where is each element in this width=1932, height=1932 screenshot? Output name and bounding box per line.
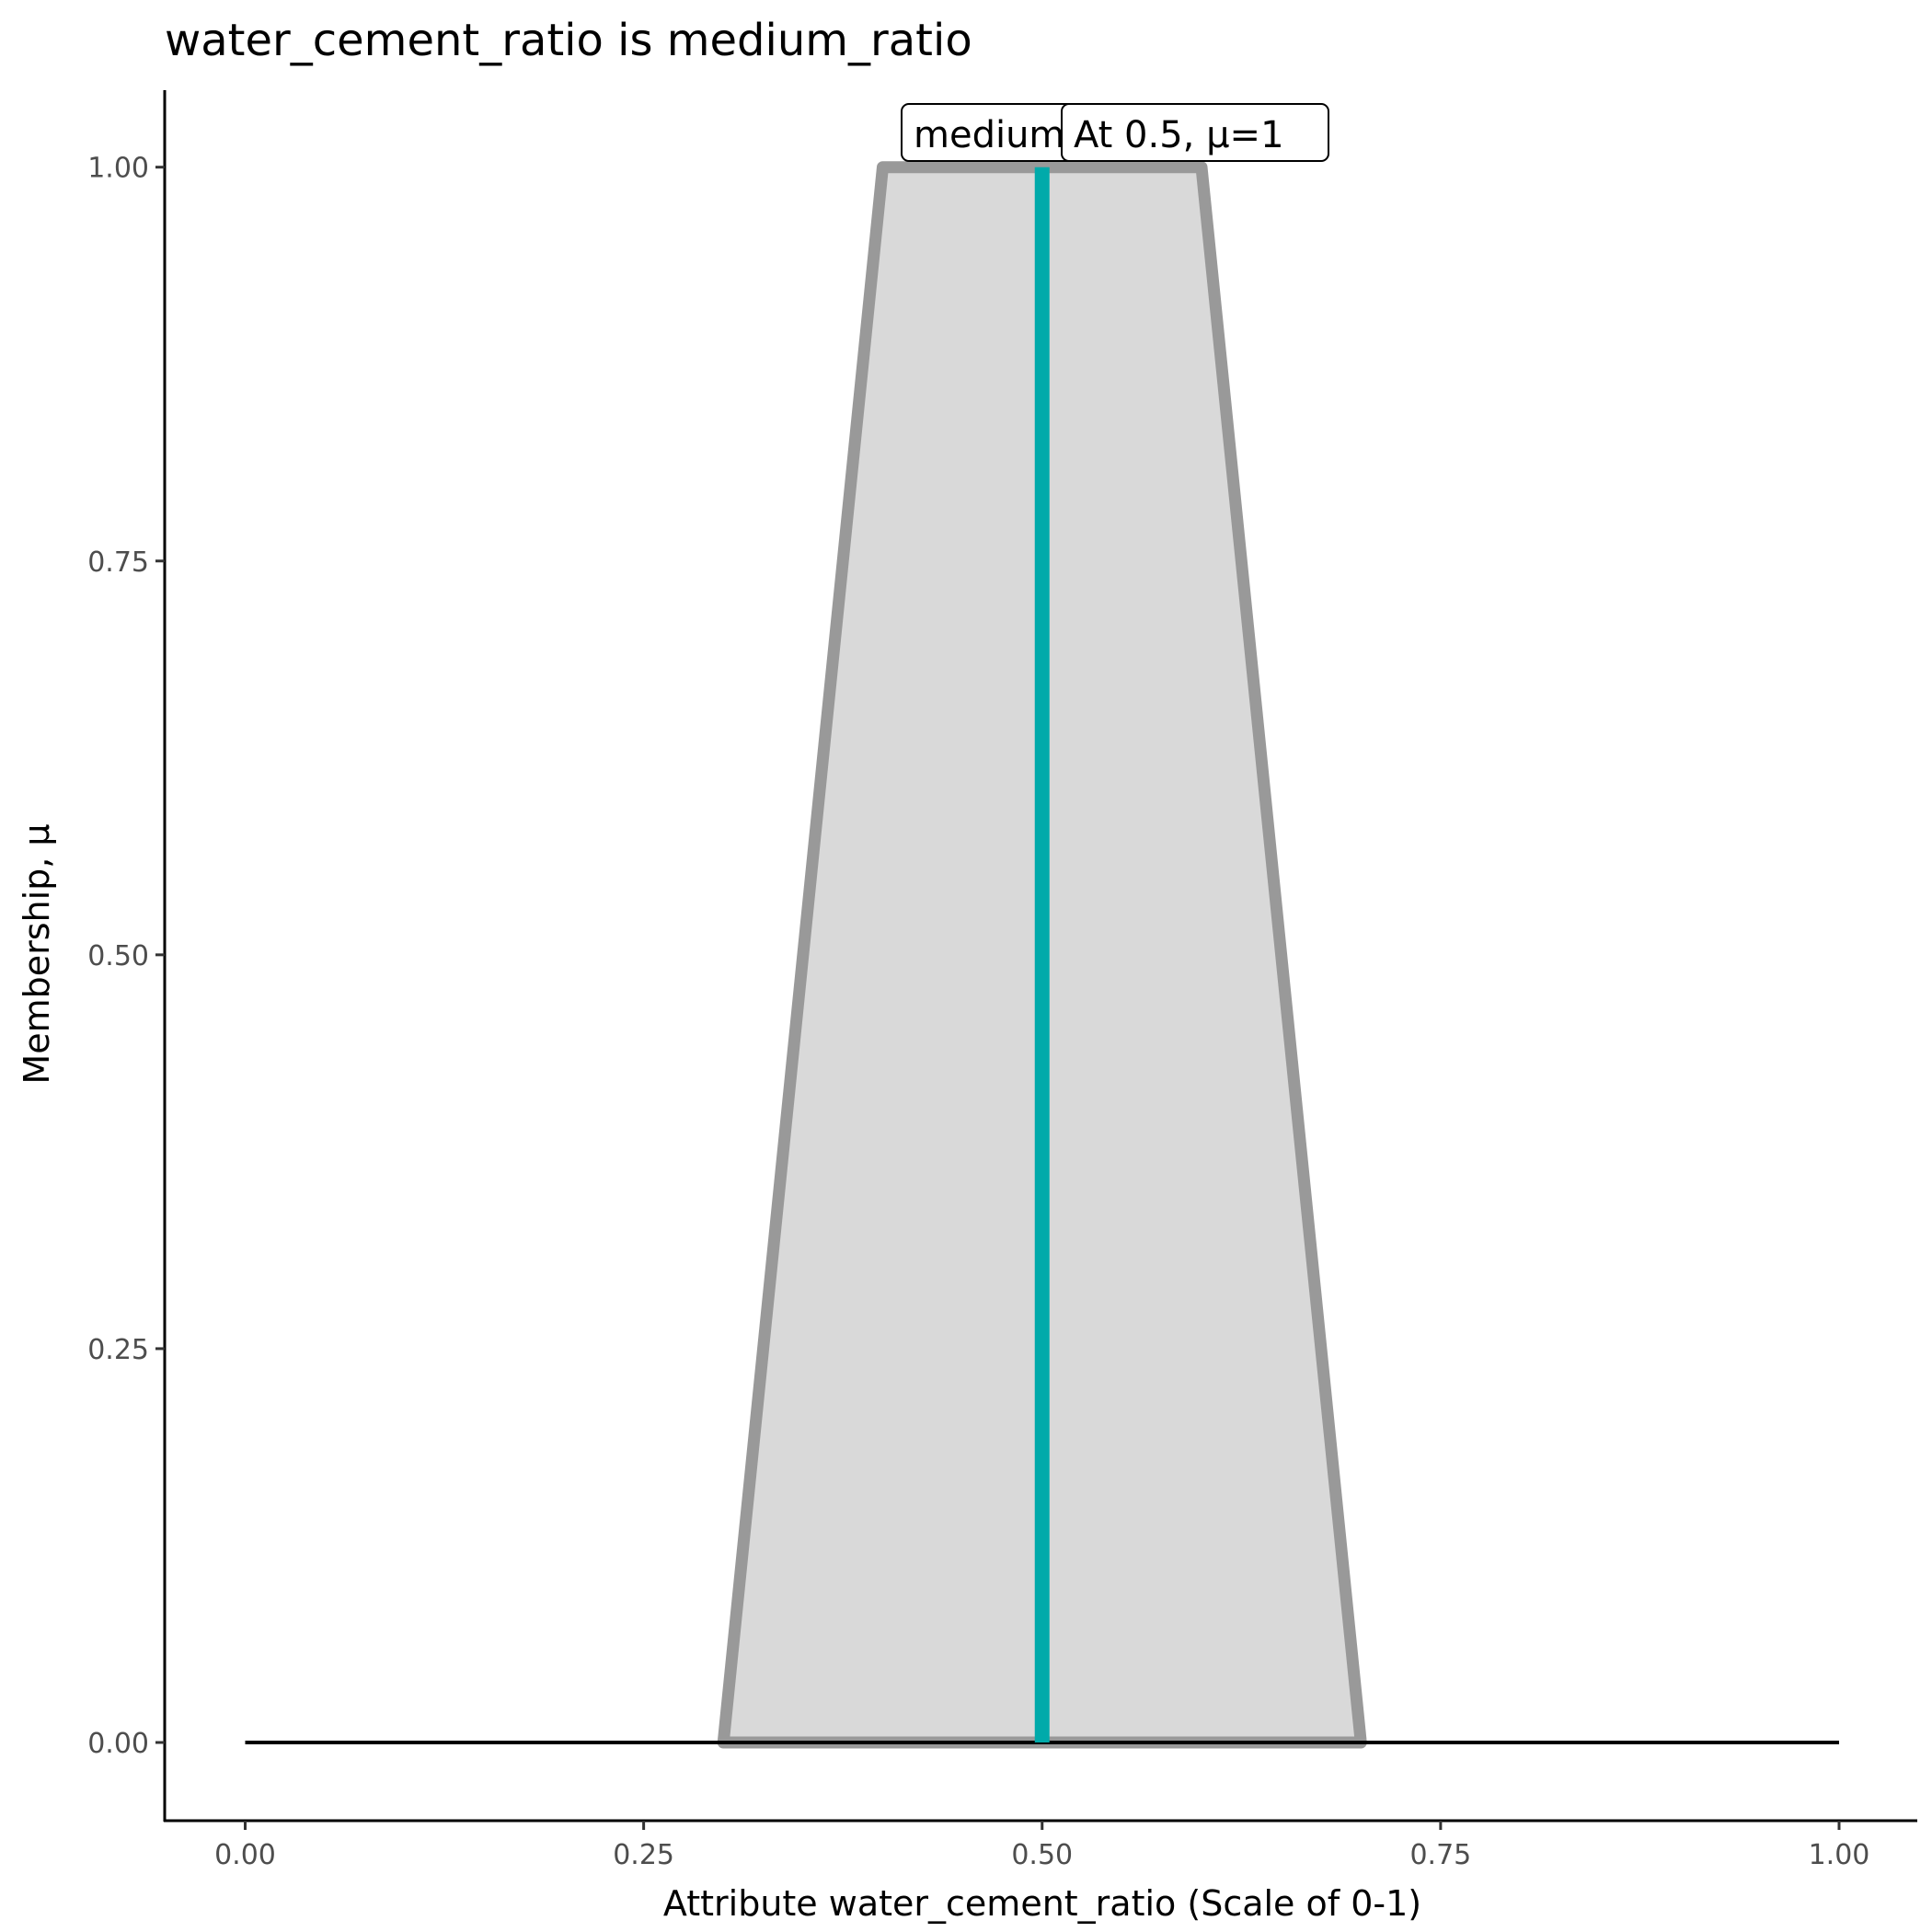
label-box (1061, 103, 1329, 162)
chart-title: water_cement_ratio is medium_ratio (165, 15, 972, 66)
plot-marks: medium At 0.5, μ=1 (245, 103, 1839, 1749)
y-axis-title: Membership, μ (17, 823, 57, 1084)
x-axis-title: Attribute water_cement_ratio (Scale of 0… (663, 1883, 1421, 1924)
label-text: At 0.5, μ=1 (1074, 114, 1284, 156)
y-tick-label: 0.50 (87, 940, 149, 972)
x-tick-label: 0.50 (1011, 1839, 1073, 1871)
x-tick-label: 0.25 (613, 1839, 674, 1871)
label-text: medium (914, 114, 1064, 156)
x-tick-label: 1.00 (1809, 1839, 1870, 1871)
data-label: At 0.5, μ=1 (1061, 103, 1329, 162)
y-tick-label: 0.75 (87, 546, 149, 579)
y-tick-label: 0.00 (87, 1728, 149, 1760)
axes: 0.00 0.25 0.50 0.75 1.00 0.00 0.25 0.50 0.75 1.00 (87, 90, 1917, 1871)
y-tick-label: 0.25 (87, 1334, 149, 1366)
y-tick-label: 1.00 (87, 153, 149, 185)
x-tick-label: 0.75 (1409, 1839, 1471, 1871)
x-tick-label: 0.00 (214, 1839, 276, 1871)
